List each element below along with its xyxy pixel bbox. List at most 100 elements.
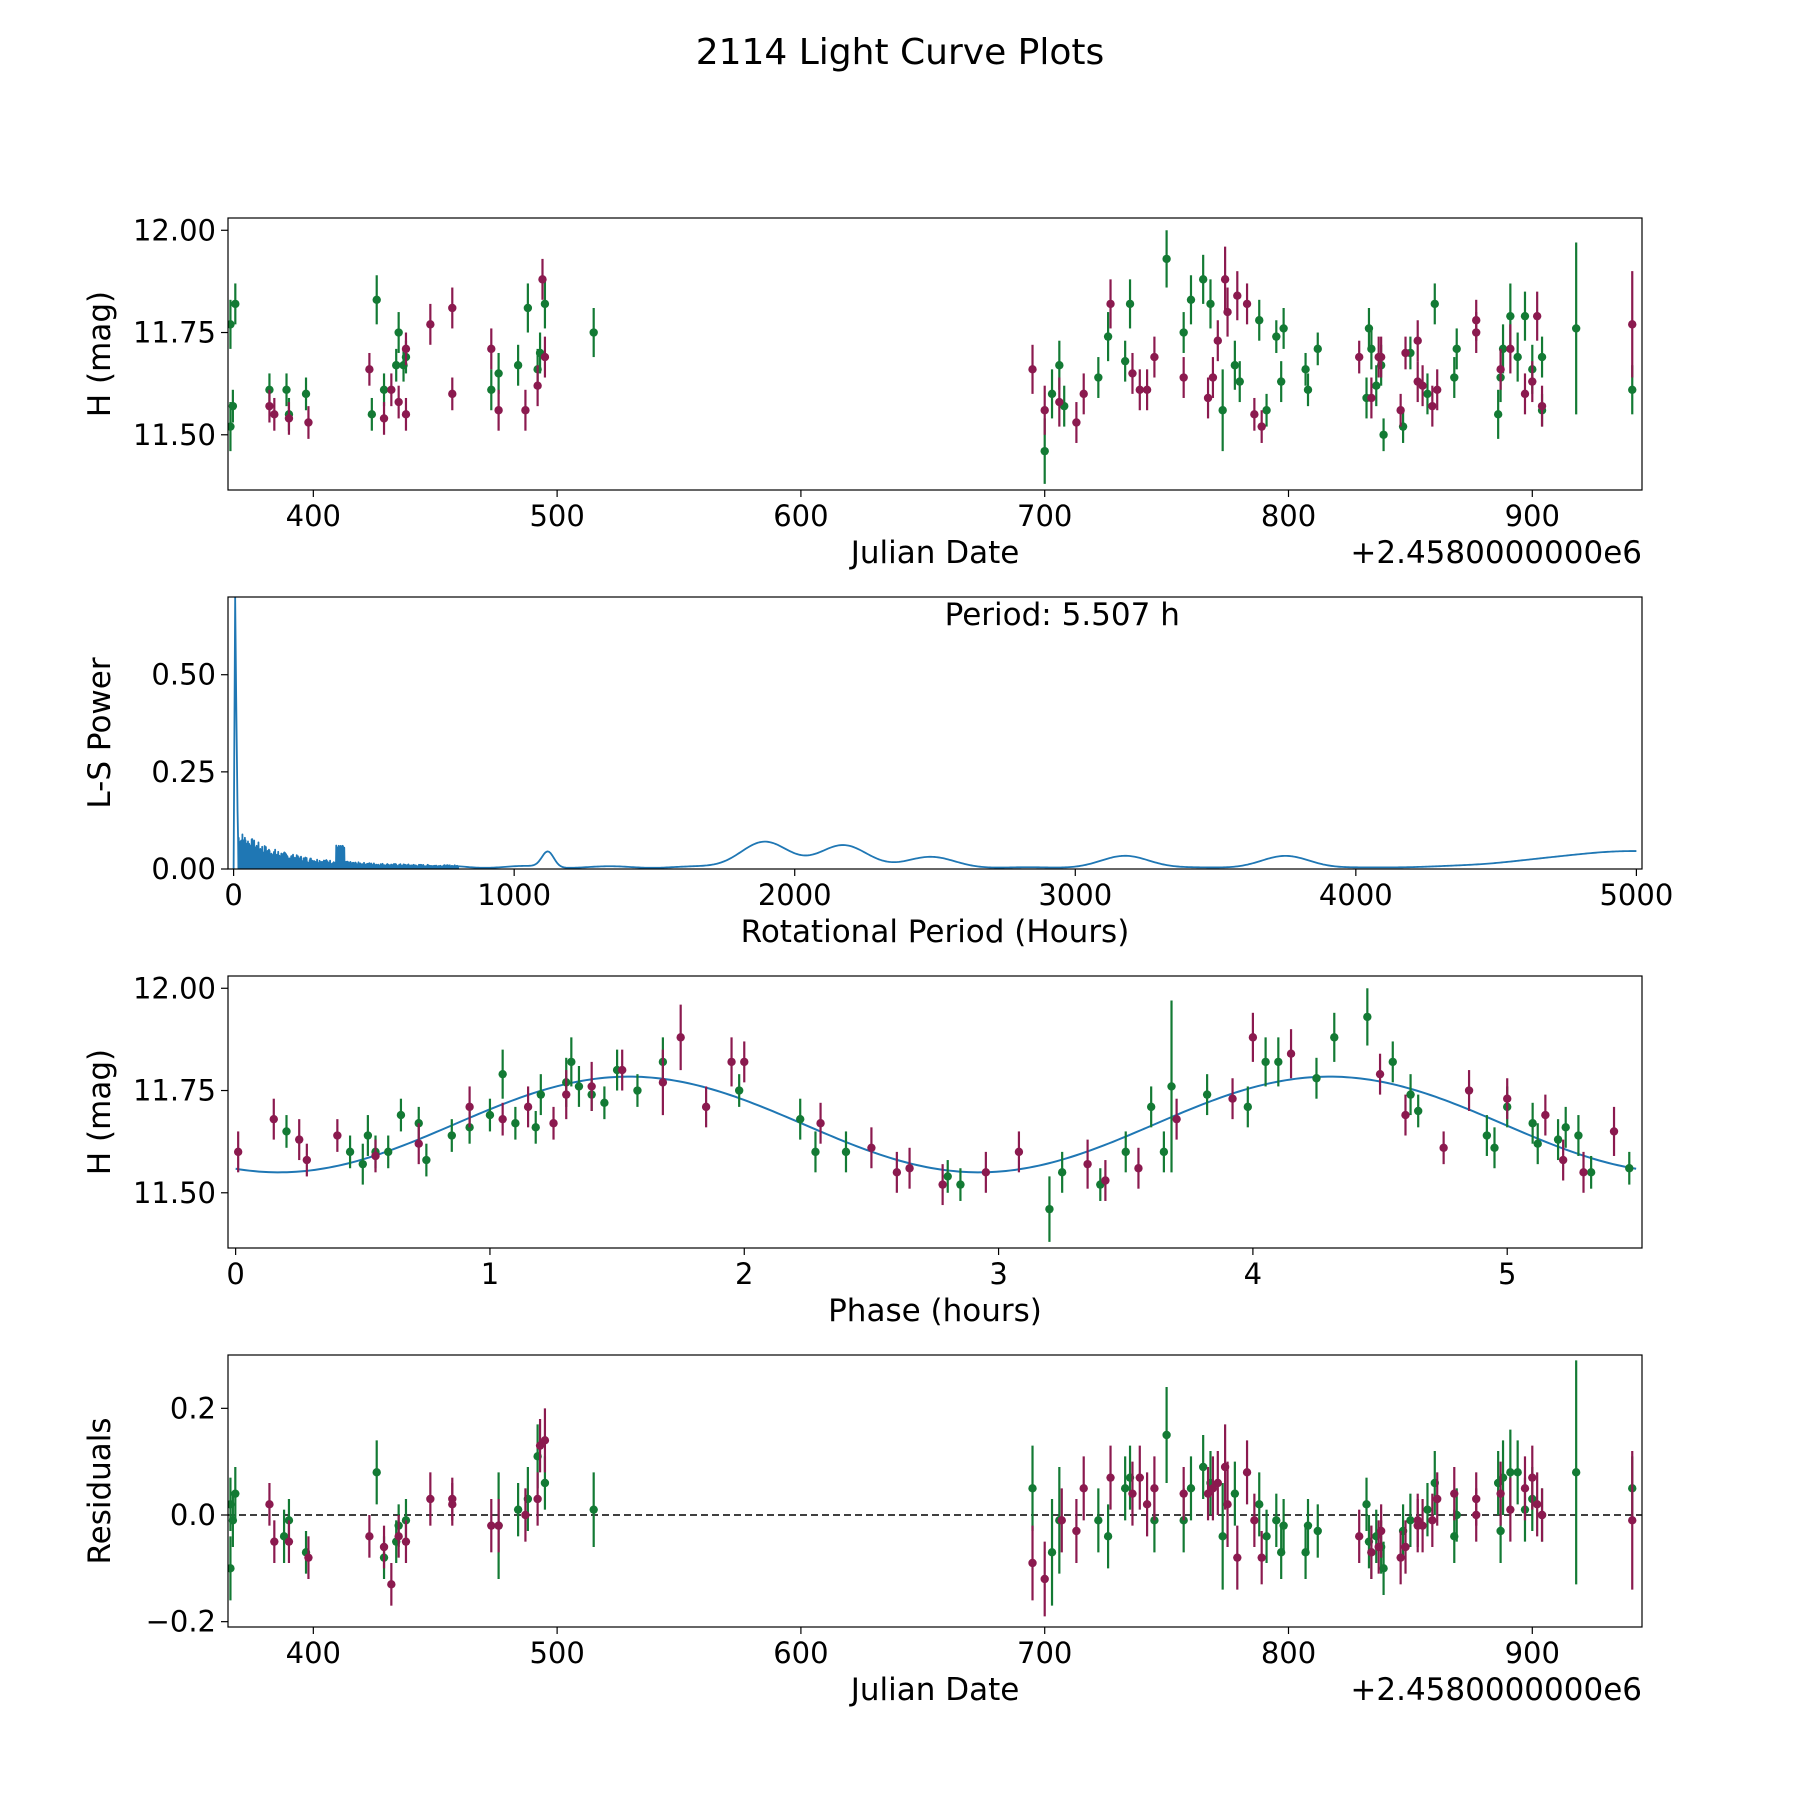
green-data-point — [372, 295, 381, 305]
red-data-point — [727, 1057, 736, 1067]
red-data-point — [867, 1143, 876, 1152]
green-data-point — [231, 1489, 240, 1498]
green-data-point — [536, 1090, 546, 1099]
green-data-point — [1262, 406, 1271, 415]
red-data-point — [1250, 1516, 1259, 1525]
green-data-point — [1121, 1147, 1130, 1157]
red-data-point — [1367, 1548, 1376, 1557]
green-data-point — [1045, 1204, 1054, 1214]
green-data-point — [1057, 1168, 1067, 1177]
red-data-point — [1257, 422, 1266, 431]
red-data-point — [494, 1521, 503, 1530]
red-data-point — [1558, 1155, 1568, 1165]
green-data-point — [1430, 299, 1439, 309]
red-data-point — [448, 1500, 457, 1509]
green-data-point — [811, 1147, 820, 1157]
green-data-point — [589, 1505, 598, 1514]
green-data-point — [1230, 1489, 1240, 1498]
red-data-point — [1142, 1500, 1152, 1509]
y-tick-label: −0.2 — [146, 1605, 216, 1639]
red-data-point — [1496, 365, 1505, 374]
red-data-point — [1541, 1110, 1550, 1120]
red-data-point — [1286, 1049, 1296, 1058]
green-data-point — [1406, 1090, 1415, 1099]
green-data-point — [231, 299, 240, 309]
red-data-point — [617, 1065, 627, 1075]
green-data-point — [1574, 1131, 1583, 1140]
green-data-point — [1372, 381, 1381, 390]
green-data-point — [1506, 311, 1515, 321]
green-data-point — [734, 1086, 744, 1095]
p4-points — [228, 1360, 1642, 1617]
red-data-point — [1223, 307, 1232, 317]
red-data-point — [1072, 1526, 1081, 1536]
green-data-point — [301, 389, 311, 399]
red-data-point — [701, 1102, 711, 1112]
green-data-point — [1261, 1057, 1270, 1067]
x-tick-label: 800 — [1261, 499, 1316, 533]
red-data-point — [494, 406, 503, 415]
red-data-point — [1055, 397, 1064, 407]
green-data-point — [1218, 1532, 1227, 1541]
x-axis-label: Phase (hours) — [828, 1293, 1042, 1329]
red-data-point — [1506, 344, 1515, 354]
green-data-point — [1533, 1139, 1542, 1148]
red-data-point — [1242, 1468, 1252, 1477]
red-data-point — [1250, 410, 1259, 419]
green-data-point — [1146, 1102, 1156, 1112]
red-data-point — [394, 1532, 403, 1541]
y-tick-label: 0.2 — [170, 1391, 216, 1425]
green-data-point — [540, 299, 550, 309]
p1-points — [228, 230, 1637, 484]
red-data-point — [387, 1580, 396, 1589]
green-data-point — [841, 1147, 851, 1157]
red-data-point — [1537, 1510, 1547, 1520]
red-data-point — [1242, 299, 1252, 309]
green-data-point — [1274, 1057, 1283, 1067]
green-data-point — [1279, 324, 1288, 333]
x-tick-label: 3000 — [1038, 878, 1112, 912]
red-data-point — [1079, 1484, 1088, 1493]
red-data-point — [1072, 418, 1081, 427]
x-tick-label: 5 — [1498, 1257, 1516, 1291]
green-data-point — [1312, 1074, 1321, 1083]
green-data-point — [1452, 344, 1461, 354]
green-data-point — [1301, 365, 1310, 374]
red-data-point — [1142, 385, 1152, 394]
red-data-point — [1057, 1516, 1066, 1525]
green-data-point — [1040, 446, 1049, 456]
green-data-point — [1406, 1516, 1415, 1525]
x-tick-label: 400 — [286, 499, 341, 533]
x-tick-label: 600 — [773, 1636, 828, 1670]
y-tick-label: 11.75 — [133, 1074, 216, 1108]
y-tick-label: 11.50 — [133, 1176, 216, 1210]
red-data-point — [523, 1102, 533, 1112]
green-data-point — [1230, 361, 1240, 370]
green-data-point — [1561, 1123, 1570, 1132]
green-data-point — [1414, 1106, 1423, 1116]
green-data-point — [1313, 344, 1322, 354]
green-data-point — [600, 1098, 609, 1107]
red-data-point — [740, 1057, 749, 1067]
x-tick-label: 800 — [1261, 1636, 1316, 1670]
x-tick-label: 700 — [1017, 499, 1072, 533]
red-data-point — [533, 1494, 542, 1504]
red-data-point — [1150, 1484, 1159, 1493]
green-data-point — [228, 401, 238, 411]
red-data-point — [1450, 1489, 1459, 1498]
green-data-point — [1198, 275, 1208, 284]
red-data-point — [414, 1139, 423, 1148]
red-data-point — [448, 389, 457, 399]
figure-title: 2114 Light Curve Plots — [696, 32, 1105, 73]
x-tick-label: 500 — [529, 1636, 584, 1670]
red-data-point — [533, 381, 542, 390]
red-data-point — [1579, 1168, 1588, 1177]
p3-plot: 0 1 2 3 4 5 11.50 11.75 12.00 Phase (hours) H (mag… — [82, 971, 1643, 1329]
red-data-point — [1418, 1521, 1427, 1530]
green-data-point — [1496, 1526, 1505, 1536]
red-data-point — [1233, 1553, 1242, 1562]
x-tick-label: 0 — [224, 878, 242, 912]
red-data-point — [658, 1078, 668, 1087]
red-data-point — [1150, 352, 1159, 362]
red-data-point — [1203, 393, 1213, 403]
